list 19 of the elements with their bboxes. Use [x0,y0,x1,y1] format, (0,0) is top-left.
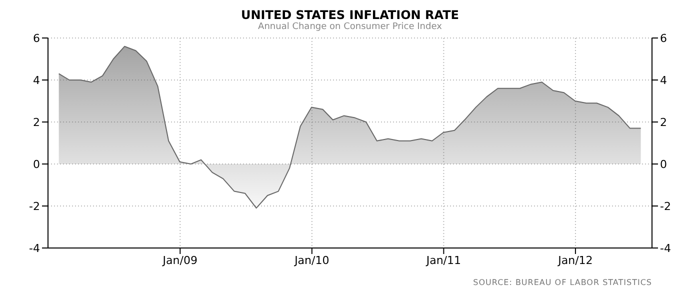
x-tick-label: Jan/11 [425,254,462,267]
y2-tick-label: 0 [660,158,667,171]
y-tick-label: 2 [33,116,40,129]
x-tick-label: Jan/12 [557,254,593,267]
source-note: SOURCE: BUREAU OF LABOR STATISTICS [472,278,652,287]
y-tick-label: -4 [29,242,40,255]
y2-tick-label: -4 [660,242,671,255]
y-tick-label: 0 [33,158,40,171]
y2-tick-label: 4 [660,74,667,87]
y2-tick-label: -2 [660,200,671,213]
x-tick-label: Jan/09 [162,254,198,267]
y2-tick-label: 2 [660,116,667,129]
y-tick-label: 4 [33,74,40,87]
y-tick-label: 6 [33,32,40,45]
x-tick-label: Jan/10 [294,254,330,267]
chart-subtitle: Annual Change on Consumer Price Index [257,22,443,32]
chart-title: UNITED STATES INFLATION RATE [240,8,460,22]
y2-tick-label: 6 [660,32,667,45]
y-tick-label: -2 [29,200,40,213]
